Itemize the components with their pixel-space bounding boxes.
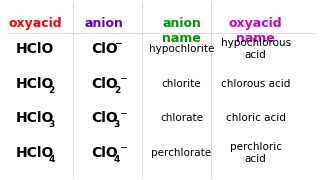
Text: HClO: HClO: [16, 146, 54, 160]
Text: −: −: [118, 143, 126, 152]
Text: hypochlorite: hypochlorite: [149, 44, 214, 54]
Text: chlorate: chlorate: [160, 113, 203, 123]
Text: anion: anion: [85, 17, 124, 30]
Text: 3: 3: [49, 120, 55, 129]
Text: −: −: [118, 74, 126, 83]
Text: HClO: HClO: [16, 77, 54, 91]
Text: −: −: [114, 39, 121, 48]
Text: ClO: ClO: [91, 111, 118, 125]
Text: oxyacid: oxyacid: [8, 17, 62, 30]
Text: chlorite: chlorite: [162, 79, 201, 89]
Text: 4: 4: [49, 155, 55, 164]
Text: ClO: ClO: [91, 77, 118, 91]
Text: 2: 2: [114, 86, 120, 94]
Text: anion
name: anion name: [162, 17, 201, 45]
Text: 2: 2: [49, 86, 55, 94]
Text: chloric acid: chloric acid: [226, 113, 285, 123]
Text: perchlorate: perchlorate: [151, 148, 212, 158]
Text: oxyacid
name: oxyacid name: [229, 17, 282, 45]
Text: chlorous acid: chlorous acid: [221, 79, 290, 89]
Text: −: −: [118, 109, 126, 118]
Text: 4: 4: [114, 155, 120, 164]
Text: HClO: HClO: [16, 42, 54, 56]
Text: hypochlorous
acid: hypochlorous acid: [220, 39, 291, 60]
Text: 3: 3: [114, 120, 120, 129]
Text: perchloric
acid: perchloric acid: [229, 142, 282, 164]
Text: ClO: ClO: [91, 146, 118, 160]
Text: HClO: HClO: [16, 111, 54, 125]
Text: ClO: ClO: [91, 42, 118, 56]
